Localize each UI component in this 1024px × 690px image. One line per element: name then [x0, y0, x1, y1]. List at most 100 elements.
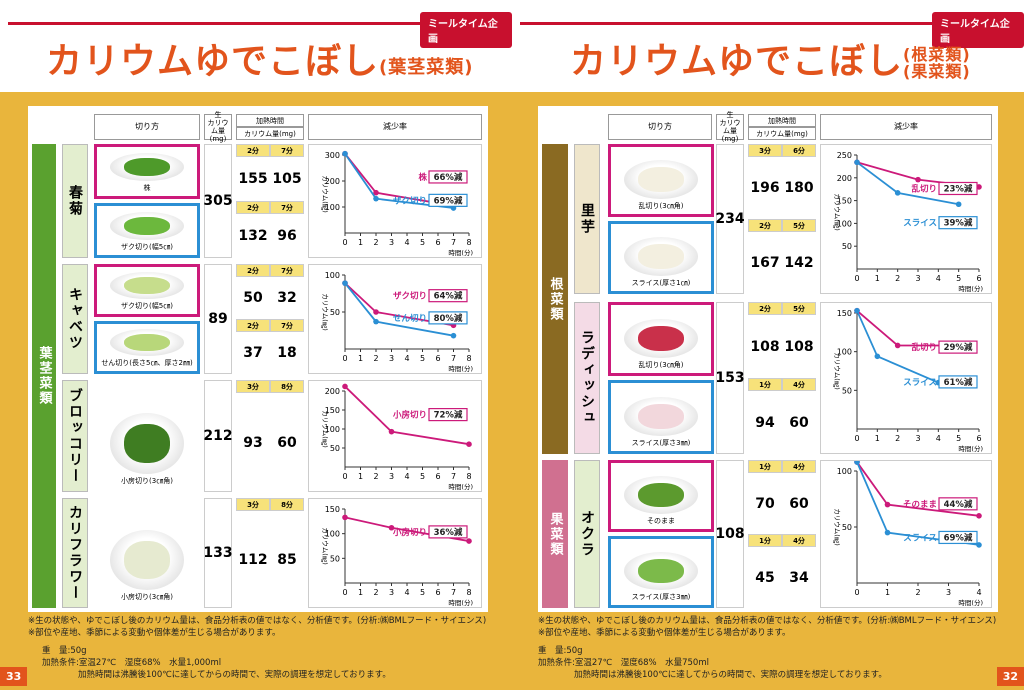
plate-illustration: [110, 328, 184, 356]
photo-caption: 株: [143, 184, 151, 192]
x-tick-label: 5: [956, 274, 961, 283]
x-axis-unit: 時間(分): [448, 598, 473, 607]
potassium-short: 167: [750, 255, 780, 271]
reduction-chart: 50 100 150 200 250 0 1 2 3 4 5 6 時間(分) カリウム(㎎) 乱切り 23%減…: [820, 144, 992, 294]
y-tick-label: 100: [837, 348, 852, 357]
rate-box: [938, 340, 978, 354]
x-tick-label: 8: [466, 472, 471, 481]
food-photo: 株: [94, 144, 200, 199]
potassium-long: 105: [272, 171, 302, 187]
x-axis-unit: 時間(分): [448, 482, 473, 491]
data-point: [915, 176, 921, 183]
series-name-label: スライス: [903, 533, 937, 543]
x-tick-label: 7: [451, 588, 456, 597]
reduction-rate-label: 72%減: [434, 410, 463, 421]
time-short: 2分: [236, 319, 270, 332]
cond-time: 加熱時間は沸騰後100℃に達してからの時間で、実際の調理を想定しております。: [574, 670, 887, 680]
x-tick-label: 1: [358, 354, 363, 363]
rate-box: [938, 181, 978, 196]
reduction-chart: 50 100 150 0 1 2 3 4 5 6 7 8 時間(分) カリウム(㎎) 小房切り 36%減: [308, 498, 482, 608]
series-name-label: スライス: [903, 378, 937, 388]
potassium-long: 18: [277, 345, 297, 361]
y-tick-label: 200: [325, 177, 340, 186]
raw-potassium: 305: [203, 144, 233, 258]
x-tick-label: 0: [342, 354, 347, 363]
time-long: 5分: [782, 302, 816, 315]
food-illustration: [638, 325, 684, 351]
x-tick-label: 2: [373, 354, 378, 363]
plate-illustration: [110, 152, 184, 181]
data-point: [342, 514, 348, 521]
col-rate-header: 減少率: [820, 114, 992, 140]
y-tick-label: 50: [330, 308, 340, 317]
data-point: [955, 201, 962, 208]
data-point: [342, 150, 348, 157]
col-k-header: カリウム量(mg): [748, 127, 816, 140]
data-point: [450, 332, 457, 339]
time-long: 6分: [782, 144, 816, 157]
reduction-rate-label: 61%減: [944, 377, 973, 388]
chart-svg: 50 100 150 200 250 0 1 2 3 4 5 6時間(分) カリウム(㎎) 乱切り 23%減…: [832, 151, 983, 293]
food-photo: 乱切り(3㎝角): [608, 144, 714, 217]
rate-box: [428, 311, 468, 325]
rate-box: [938, 216, 978, 230]
time-long: 4分: [782, 534, 816, 547]
x-tick-label: 0: [342, 238, 347, 247]
chart-svg: 50 100 150 0 1 2 3 4 5 6 7 8時間(分) カリウム(㎎) 小房切り 36%減: [320, 505, 473, 607]
potassium-long: 60: [277, 434, 297, 451]
food-photo: スライス(厚さ3㎜): [608, 536, 714, 608]
series-line: [856, 309, 959, 347]
data-point: [884, 501, 891, 508]
title-sub: (根菜類) (果菜類): [903, 46, 971, 80]
food-photo: 小房切り(3㎝角): [94, 380, 200, 492]
food-photo: そのまま: [608, 460, 714, 532]
reduction-rate-label: 29%減: [944, 342, 973, 353]
y-tick-label: 150: [325, 406, 340, 415]
x-tick-label: 2: [373, 238, 378, 247]
x-tick-label: 5: [420, 238, 425, 247]
col-rate-header: 減少率: [308, 114, 482, 140]
x-axis-unit: 時間(分): [448, 248, 473, 257]
rate-box: [428, 193, 468, 207]
col-k-header: カリウム量(mg): [236, 127, 304, 140]
vegetable-name: キャベツ: [62, 264, 88, 374]
photo-caption: 乱切り(3㎝角): [638, 202, 684, 210]
plate-illustration: [624, 237, 698, 276]
data-point: [894, 190, 901, 196]
food-illustration: [638, 403, 684, 429]
plate-illustration: [624, 160, 698, 199]
col-raw-header: 生 カリウム量 (mg): [204, 111, 232, 143]
reduction-chart: 50 100 150 200 0 1 2 3 4 5 6 7 8 時間(分) カリウム(㎎) 小房切り 72%減: [308, 380, 482, 492]
series-name-label: 乱切り: [911, 183, 937, 194]
x-tick-label: 5: [420, 472, 425, 481]
y-tick-label: 50: [330, 444, 340, 453]
reduction-chart: 50 100 150 0 1 2 3 4 5 6 時間(分) カリウム(㎎) 乱切り 29%減 スライス 61…: [820, 302, 992, 454]
potassium-short: 155: [238, 171, 268, 187]
page-number: 33: [0, 667, 28, 686]
x-axis-unit: 時間(分): [958, 284, 983, 293]
category-root: 根菜類: [542, 144, 568, 454]
vegetable-name: カリフラワー: [62, 498, 88, 608]
category-leafy: 葉茎菜類: [32, 144, 56, 608]
time-long: 7分: [270, 144, 304, 157]
x-tick-label: 5: [420, 588, 425, 597]
y-tick-label: 150: [837, 309, 852, 318]
x-tick-label: 3: [915, 434, 920, 443]
photo-caption: 乱切り(3㎝角): [638, 361, 684, 369]
y-tick-label: 50: [842, 523, 852, 532]
reduction-rate-label: 39%減: [944, 218, 973, 229]
reduction-chart: 100 200 300 0 1 2 3 4 5 6 7 8 時間(分) カリウム(㎎) 株 66%減 ザク切り 6…: [308, 144, 482, 258]
data-point: [854, 159, 860, 166]
food-photo: せん切り(長さ5㎝、厚さ2㎜): [94, 321, 200, 374]
series-name-label: 乱切り: [911, 342, 937, 353]
x-tick-label: 6: [435, 354, 440, 363]
potassium-long: 60: [789, 495, 809, 512]
reduction-rate-label: 80%減: [434, 313, 463, 324]
page-title: カリウムゆでこぼし(葉茎菜類): [46, 32, 473, 84]
x-tick-label: 0: [854, 274, 859, 283]
series-name-label: 小房切り: [392, 410, 427, 421]
y-tick-label: 50: [330, 554, 340, 563]
photo-caption: スライス(厚さ1㎝): [631, 279, 691, 287]
time-long: 5分: [782, 219, 816, 232]
